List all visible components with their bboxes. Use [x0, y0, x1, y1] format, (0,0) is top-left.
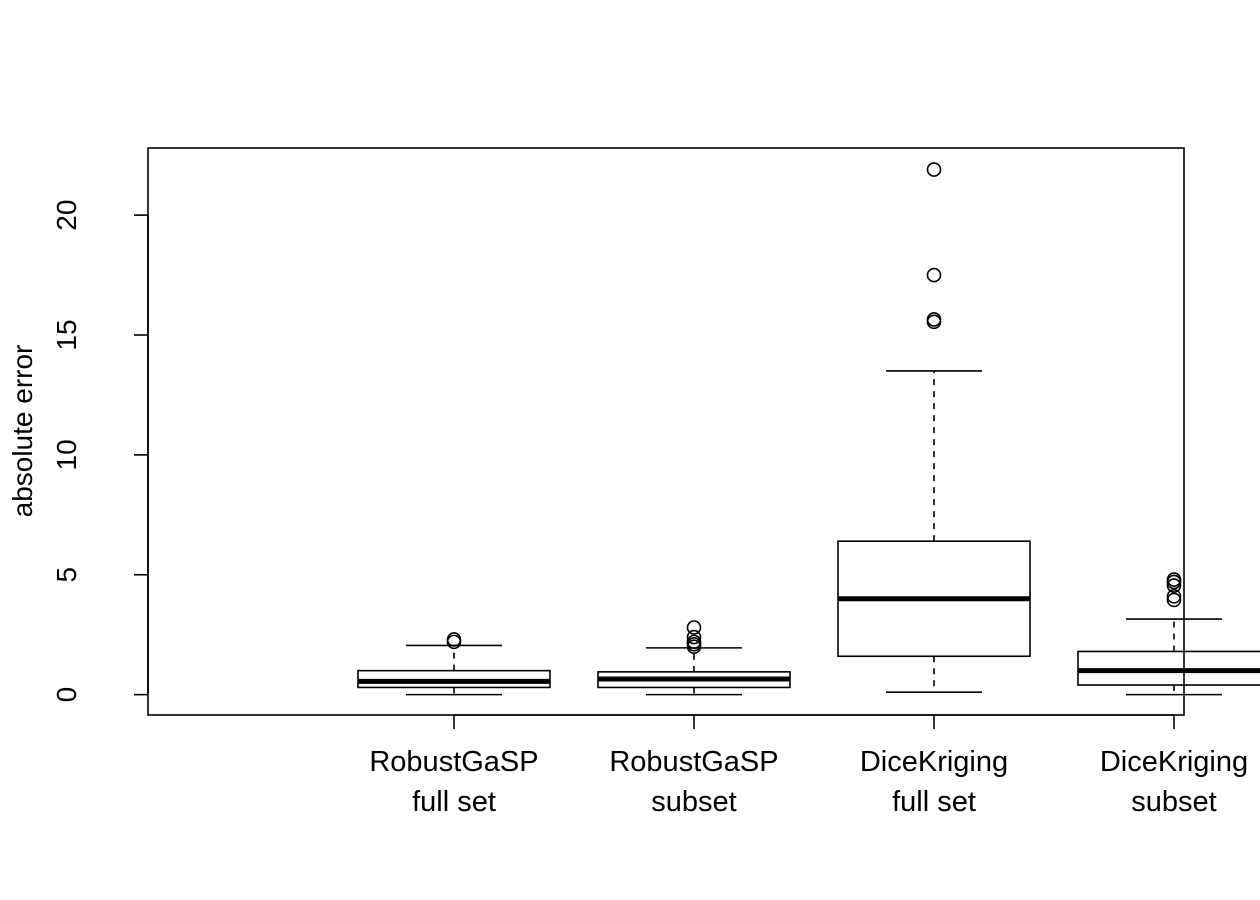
outlier-point	[1166, 578, 1182, 593]
y-tick-label: 0	[51, 687, 82, 703]
outlier-point	[926, 162, 942, 177]
box-group	[1077, 572, 1260, 696]
outlier-point	[926, 312, 942, 327]
outlier-point	[1166, 572, 1182, 587]
box-group	[357, 632, 551, 696]
x-tick-label-line: DiceKriging	[1100, 746, 1248, 778]
x-tick-label: RobustGaSP subset	[609, 746, 778, 818]
x-tick-label-line: DiceKriging	[860, 746, 1008, 778]
box-group	[837, 162, 1031, 694]
box-group	[597, 620, 791, 696]
x-tick-label: DiceKriging subset	[1100, 746, 1248, 818]
outlier-point	[1166, 589, 1182, 604]
outlier-point	[446, 632, 462, 647]
x-tick-label: RobustGaSP full set	[369, 746, 538, 818]
y-tick-label: 5	[51, 567, 82, 583]
y-axis-label: absolute error	[7, 345, 38, 518]
plot-marks	[357, 162, 1260, 696]
x-tick-label-line: subset	[1131, 786, 1216, 818]
y-tick-label: 20	[51, 200, 82, 231]
outlier-point	[1166, 592, 1182, 608]
x-tick-label-line: full set	[892, 786, 976, 818]
x-tick-label: DiceKriging full set	[860, 746, 1008, 818]
outlier-point	[926, 267, 942, 283]
y-axis: 0 5 10 15 20	[51, 200, 149, 703]
x-tick-label-line: full set	[412, 786, 496, 818]
x-tick-label-line: RobustGaSP	[369, 746, 538, 778]
x-tick-label-line: RobustGaSP	[609, 746, 778, 778]
y-tick-label: 15	[51, 319, 82, 350]
y-tick-label: 10	[51, 439, 82, 470]
x-tick-label-line: subset	[651, 786, 736, 818]
outlier-point	[686, 629, 702, 645]
outlier-point	[686, 634, 702, 650]
outlier-point	[686, 620, 702, 635]
